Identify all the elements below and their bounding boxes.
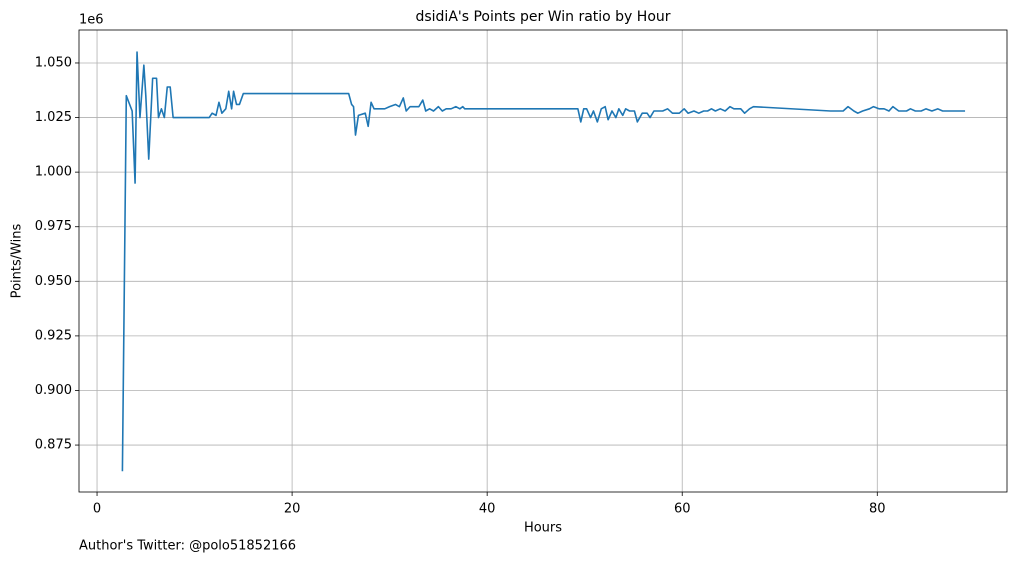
x-tick-label: 20 bbox=[284, 502, 301, 517]
y-tick-label: 0.875 bbox=[35, 438, 72, 453]
y-axis-label: Points/Wins bbox=[10, 223, 25, 298]
y-tick-label: 0.975 bbox=[35, 219, 72, 234]
plot-frame bbox=[78, 29, 1008, 493]
y-tick-label: 1.025 bbox=[35, 110, 72, 125]
y-tick-label: 0.900 bbox=[35, 383, 72, 398]
y-tick-label: 1.000 bbox=[35, 165, 72, 180]
y-offset-label: 1e6 bbox=[79, 13, 104, 28]
y-tick-label: 0.950 bbox=[35, 274, 72, 289]
x-tick-label: 0 bbox=[93, 502, 101, 517]
data-line bbox=[121, 51, 966, 472]
x-tick-label: 40 bbox=[479, 502, 496, 517]
chart-title: dsidiA's Points per Win ratio by Hour bbox=[415, 9, 670, 25]
x-tick-label: 60 bbox=[674, 502, 691, 517]
x-tick-label: 80 bbox=[869, 502, 886, 517]
x-axis-label: Hours bbox=[524, 521, 562, 536]
footer: Author's Twitter: @polo51852166 bbox=[79, 539, 296, 554]
y-tick-label: 0.925 bbox=[35, 328, 72, 343]
y-tick-label: 1.050 bbox=[35, 55, 72, 70]
